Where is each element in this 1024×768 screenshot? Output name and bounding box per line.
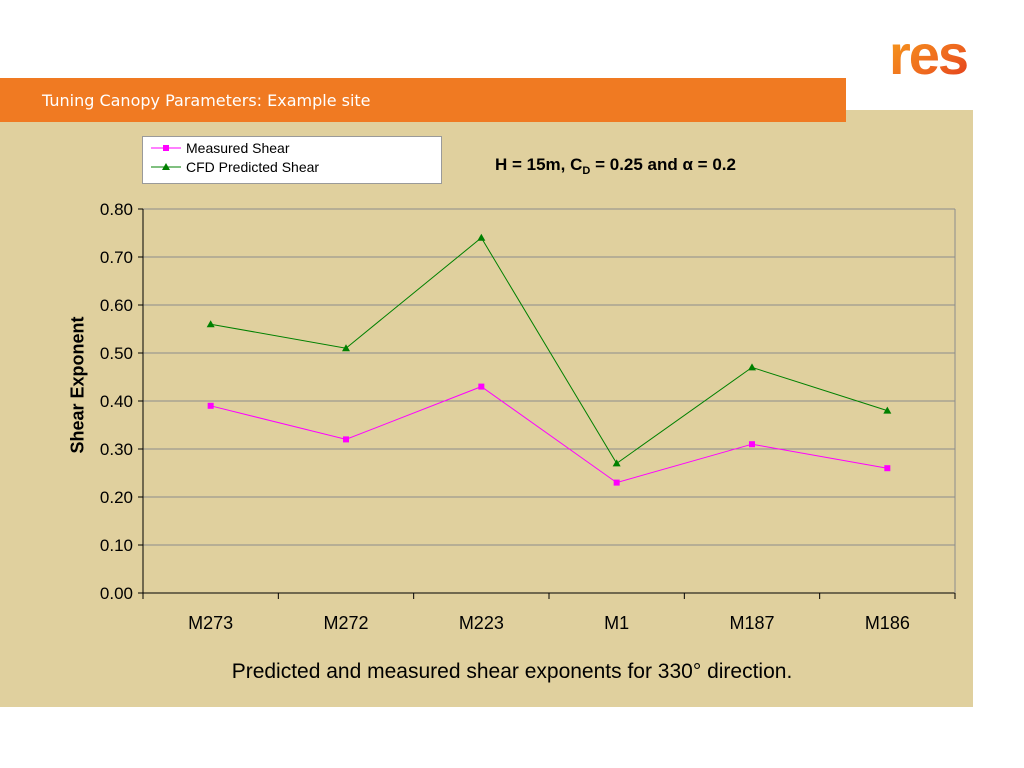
y-tick-label: 0.70	[100, 248, 133, 267]
y-tick-label: 0.50	[100, 344, 133, 363]
data-point-predicted	[748, 363, 756, 371]
y-tick-label: 0.10	[100, 536, 133, 555]
series-line-predicted	[210, 237, 888, 465]
slide-caption: Predicted and measured shear exponents f…	[231, 660, 793, 683]
data-point-predicted	[477, 233, 486, 241]
legend-label-predicted: CFD Predicted Shear	[186, 159, 320, 175]
square-marker-icon	[151, 145, 181, 151]
y-tick-label: 0.00	[100, 584, 133, 603]
data-point-measured	[478, 383, 485, 390]
series-line-measured	[210, 386, 888, 484]
data-point-measured	[207, 402, 214, 409]
chart-title: H = 15m, CD = 0.25 and α = 0.2	[495, 155, 736, 177]
data-point-predicted	[206, 320, 215, 328]
x-tick-label: M186	[865, 613, 910, 633]
y-tick-label: 0.60	[100, 296, 133, 315]
y-tick-label: 0.40	[100, 392, 133, 411]
x-tick-label: M1	[604, 613, 629, 633]
data-point-predicted	[612, 459, 621, 467]
triangle-marker-icon	[151, 163, 181, 170]
y-tick-label: 0.30	[100, 440, 133, 459]
data-point-predicted	[342, 344, 350, 352]
x-tick-label: M187	[729, 613, 774, 633]
x-tick-label: M273	[188, 613, 233, 633]
data-point-measured	[613, 479, 620, 486]
slide-title: Tuning Canopy Parameters: Example site	[42, 90, 371, 110]
data-point-measured	[343, 436, 349, 443]
res-logo: res	[878, 23, 978, 86]
x-tick-label: M272	[323, 613, 368, 633]
legend-item-predicted: CFD Predicted Shear	[151, 158, 319, 176]
logo-wordmark: res	[889, 26, 967, 82]
y-tick-label: 0.20	[100, 488, 133, 507]
legend-item-measured: Measured Shear	[151, 139, 290, 157]
data-point-predicted	[883, 406, 892, 414]
x-tick-label: M223	[459, 613, 504, 633]
data-point-measured	[884, 465, 891, 472]
legend-label-measured: Measured Shear	[186, 140, 290, 156]
data-point-measured	[749, 441, 755, 448]
y-tick-label: 0.80	[100, 200, 133, 219]
slide-title-bar: Tuning Canopy Parameters: Example site	[0, 78, 846, 122]
chart-legend: Measured Shear CFD Predicted Shear	[142, 136, 442, 184]
